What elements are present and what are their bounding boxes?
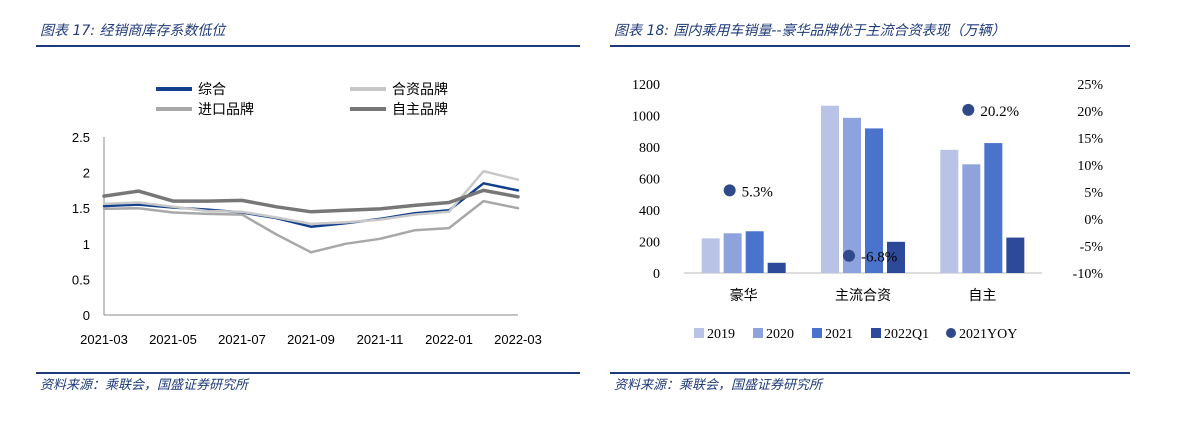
right-bar-2022Q1 [767,262,786,273]
right-legend-label: 2021 [825,327,853,342]
right-y-tick-label: 1000 [632,110,660,125]
left-panel: 图表 17: 经销商库存系数低位 0 0.5 1 1.5 2 2.5 2021-03 2021… [0,0,580,432]
right-y2-tick-label: -5% [1080,240,1104,255]
left-legend-label: 综合 [198,82,226,98]
right-panel: 图表 18: 国内乘用车销量--豪华品牌优于主流合资表现（万辆） 0 200 400… [596,0,1156,432]
right-legend-swatch [871,328,881,338]
right-yoy-point [962,103,975,116]
right-bar-2021 [865,128,883,273]
left-x-tick-label: 2022-01 [425,332,473,347]
left-y-tick-label: 1 [83,237,90,252]
right-legend-label: 2022Q1 [884,327,929,342]
right-y2-tick-label: 0% [1084,213,1103,228]
right-y2-tick-label: 15% [1077,132,1103,147]
right-bar-2021 [984,143,1003,273]
right-bar-2020 [843,117,861,273]
right-y-tick-label: 0 [653,267,660,282]
right-y-tick-label: 1200 [632,78,660,93]
left-line-chart: 0 0.5 1 1.5 2 2.5 2021-03 2021-05 2021-07 2021-09… [72,81,542,347]
right-bar-2022Q1 [887,241,905,273]
left-source-rule [36,372,580,374]
right-bar-2020 [723,233,742,273]
left-y-tick-label: 0.5 [72,272,90,287]
right-bar-2019 [821,105,839,273]
left-x-tick-label: 2021-11 [357,332,404,347]
right-bar-2019 [940,149,959,273]
left-series-line-4 [102,188,520,214]
left-title-rule [36,45,580,47]
right-y-tick-label: 600 [639,173,660,188]
left-x-tick-label: 2021-03 [80,332,128,347]
right-y-tick-label: 800 [639,141,660,156]
left-legend-label: 合资品牌 [392,81,448,98]
left-x-tick-label: 2021-09 [287,332,335,347]
left-y-tick-label: 0 [83,308,90,323]
left-series-line-2 [102,169,520,226]
left-figure-title: 图表 17: 经销商库存系数低位 [40,23,226,39]
right-yoy-label: 5.3% [742,184,773,200]
right-bar-2022Q1 [1006,237,1025,273]
right-category-label: 自主 [968,288,996,304]
right-y2-tick-label: 5% [1084,186,1103,201]
left-y-tick-label: 2.5 [72,130,90,145]
right-y2-tick-label: 20% [1077,105,1103,120]
right-bar-2019 [701,238,720,273]
right-legend-swatch [753,328,763,338]
right-title-rule [610,45,1130,47]
right-source-note: 资料来源：乘联会，国盛证券研究所 [614,378,823,393]
right-yoy-point [723,184,736,197]
right-y2-tick-label: 10% [1077,159,1103,174]
left-source-note: 资料来源：乘联会，国盛证券研究所 [40,378,249,393]
right-category-label: 豪华 [730,288,758,304]
right-yoy-label: -6.8% [861,250,897,266]
right-y2-tick-label: -10% [1073,267,1104,282]
right-legend-label: 2020 [766,327,794,342]
left-legend-label: 进口品牌 [198,101,254,118]
right-legend-swatch [694,328,704,338]
right-y-tick-label: 400 [639,204,660,219]
left-x-tick-label: 2022-03 [494,332,542,347]
right-source-rule [610,372,1130,374]
left-y-tick-label: 2 [83,166,90,181]
left-x-tick-label: 2021-07 [218,332,266,347]
right-y-tick-label: 200 [639,236,660,251]
right-yoy-label: 20.2% [980,104,1019,120]
right-bar-chart: 0 200 400 600 800 1000 1200 -10% -5% 0% 5% 10% 15% 20… [632,78,1104,342]
right-legend-swatch [812,328,822,338]
right-legend-label: 2019 [707,327,735,342]
left-y-tick-label: 1.5 [72,201,90,216]
right-bar-2020 [962,164,981,273]
right-legend-swatch [946,328,956,338]
left-legend-label: 自主品牌 [392,101,448,118]
right-figure-title: 图表 18: 国内乘用车销量--豪华品牌优于主流合资表现（万辆） [614,23,1006,39]
right-y2-tick-label: 25% [1077,78,1103,93]
right-yoy-point [843,249,855,262]
right-category-label: 主流合资 [835,288,891,304]
right-bar-2021 [745,231,764,273]
left-x-tick-label: 2021-05 [149,332,197,347]
left-series-line-3 [102,199,520,254]
right-legend-label: 2021YOY [959,327,1017,342]
